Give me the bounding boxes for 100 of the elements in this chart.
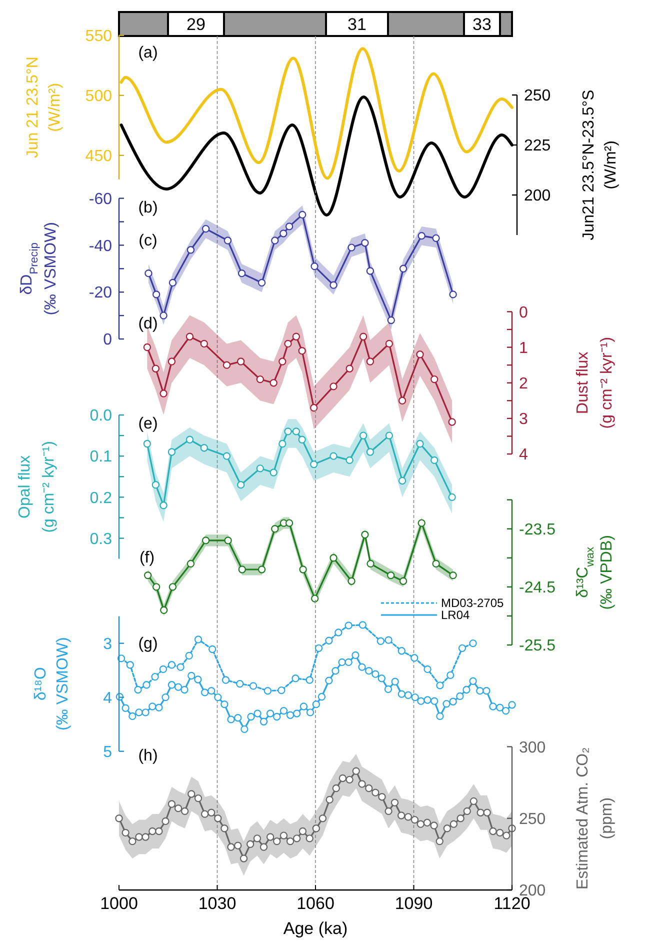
point <box>238 566 246 574</box>
y-tick-label: 4 <box>103 690 112 707</box>
point <box>249 682 258 690</box>
point <box>446 671 454 679</box>
point <box>418 519 426 527</box>
y2-tick-label: -23.5 <box>519 521 556 538</box>
y-tick-label: 500 <box>85 88 112 105</box>
point <box>346 456 354 464</box>
point <box>330 281 338 289</box>
point <box>330 452 338 460</box>
y2-tick-label: 2 <box>519 375 528 392</box>
point <box>398 476 406 485</box>
text: 29 <box>186 14 206 34</box>
y2-tick-label: 200 <box>524 188 551 205</box>
point <box>299 566 307 574</box>
legend-label: LR04 <box>441 608 470 622</box>
point <box>168 358 176 366</box>
point <box>194 636 202 644</box>
point <box>448 493 456 502</box>
y2-tick-label: 300 <box>519 739 546 756</box>
y2-tick-label: 3 <box>519 411 528 428</box>
point <box>258 278 266 287</box>
point <box>224 536 232 544</box>
point <box>202 536 210 544</box>
point <box>186 332 194 340</box>
point <box>186 436 194 444</box>
point <box>236 481 245 489</box>
y-tick-label: 5 <box>103 744 112 761</box>
annotation: (f) <box>139 550 155 567</box>
point <box>222 452 231 460</box>
line-series <box>120 47 514 180</box>
point <box>366 448 374 456</box>
y2-tick-label: -25.5 <box>519 638 556 655</box>
point <box>436 682 444 690</box>
point <box>432 234 440 242</box>
y2-tick-label: 250 <box>519 810 546 828</box>
point <box>430 375 438 384</box>
point <box>236 358 245 366</box>
y2-tick-label: 0 <box>519 304 528 322</box>
point <box>159 665 168 674</box>
y2-tick-label: 4 <box>519 446 528 464</box>
y2-tick-label: 1 <box>519 340 528 357</box>
annotation: (a) <box>138 44 158 62</box>
x-tick-label: 1030 <box>198 894 236 913</box>
point <box>387 316 395 324</box>
point <box>310 460 318 468</box>
point <box>306 676 314 684</box>
point <box>270 468 278 476</box>
point <box>384 636 392 644</box>
y-axis-title: Opal flux (g cm⁻² kyr⁻¹) <box>16 441 58 533</box>
point <box>298 347 306 355</box>
y-tick-label: 0.2 <box>90 490 112 507</box>
point <box>399 577 408 585</box>
point <box>160 606 168 614</box>
point <box>348 244 356 252</box>
point <box>311 594 319 602</box>
point <box>142 681 150 689</box>
point <box>256 375 264 384</box>
point <box>430 456 438 464</box>
point <box>366 358 374 366</box>
y-axis-title: δ¹⁸O (‰ VSMOW) <box>32 637 72 730</box>
point <box>278 358 286 366</box>
point <box>359 432 368 440</box>
point <box>346 364 354 372</box>
point <box>284 428 292 436</box>
point <box>208 645 216 654</box>
point <box>398 647 406 655</box>
point <box>358 621 366 629</box>
point <box>236 680 244 688</box>
point <box>314 644 323 652</box>
point <box>310 404 318 412</box>
point <box>126 661 134 669</box>
y-tick-label: -60 <box>88 190 112 208</box>
point <box>298 210 306 219</box>
point <box>238 270 246 278</box>
point <box>366 560 374 568</box>
point <box>399 264 408 272</box>
point <box>144 270 152 278</box>
point <box>292 428 300 436</box>
y2-axis-title: Estimated Atm. CO₂ (ppm) <box>574 747 616 890</box>
point <box>160 390 168 398</box>
point <box>310 262 318 270</box>
y-tick-label: 0.0 <box>90 408 112 425</box>
point <box>292 332 300 340</box>
point <box>144 571 152 580</box>
point <box>416 440 424 448</box>
point <box>168 583 177 591</box>
y-tick-label: 3 <box>103 636 112 653</box>
point <box>186 560 195 568</box>
point <box>361 239 369 247</box>
point <box>386 571 395 580</box>
point <box>200 340 208 348</box>
point <box>160 502 168 510</box>
point <box>325 636 333 644</box>
point <box>271 236 279 244</box>
point <box>185 652 193 660</box>
point <box>284 340 292 348</box>
point <box>202 224 210 233</box>
x-tick-label: 1000 <box>100 894 138 913</box>
point <box>264 686 272 695</box>
